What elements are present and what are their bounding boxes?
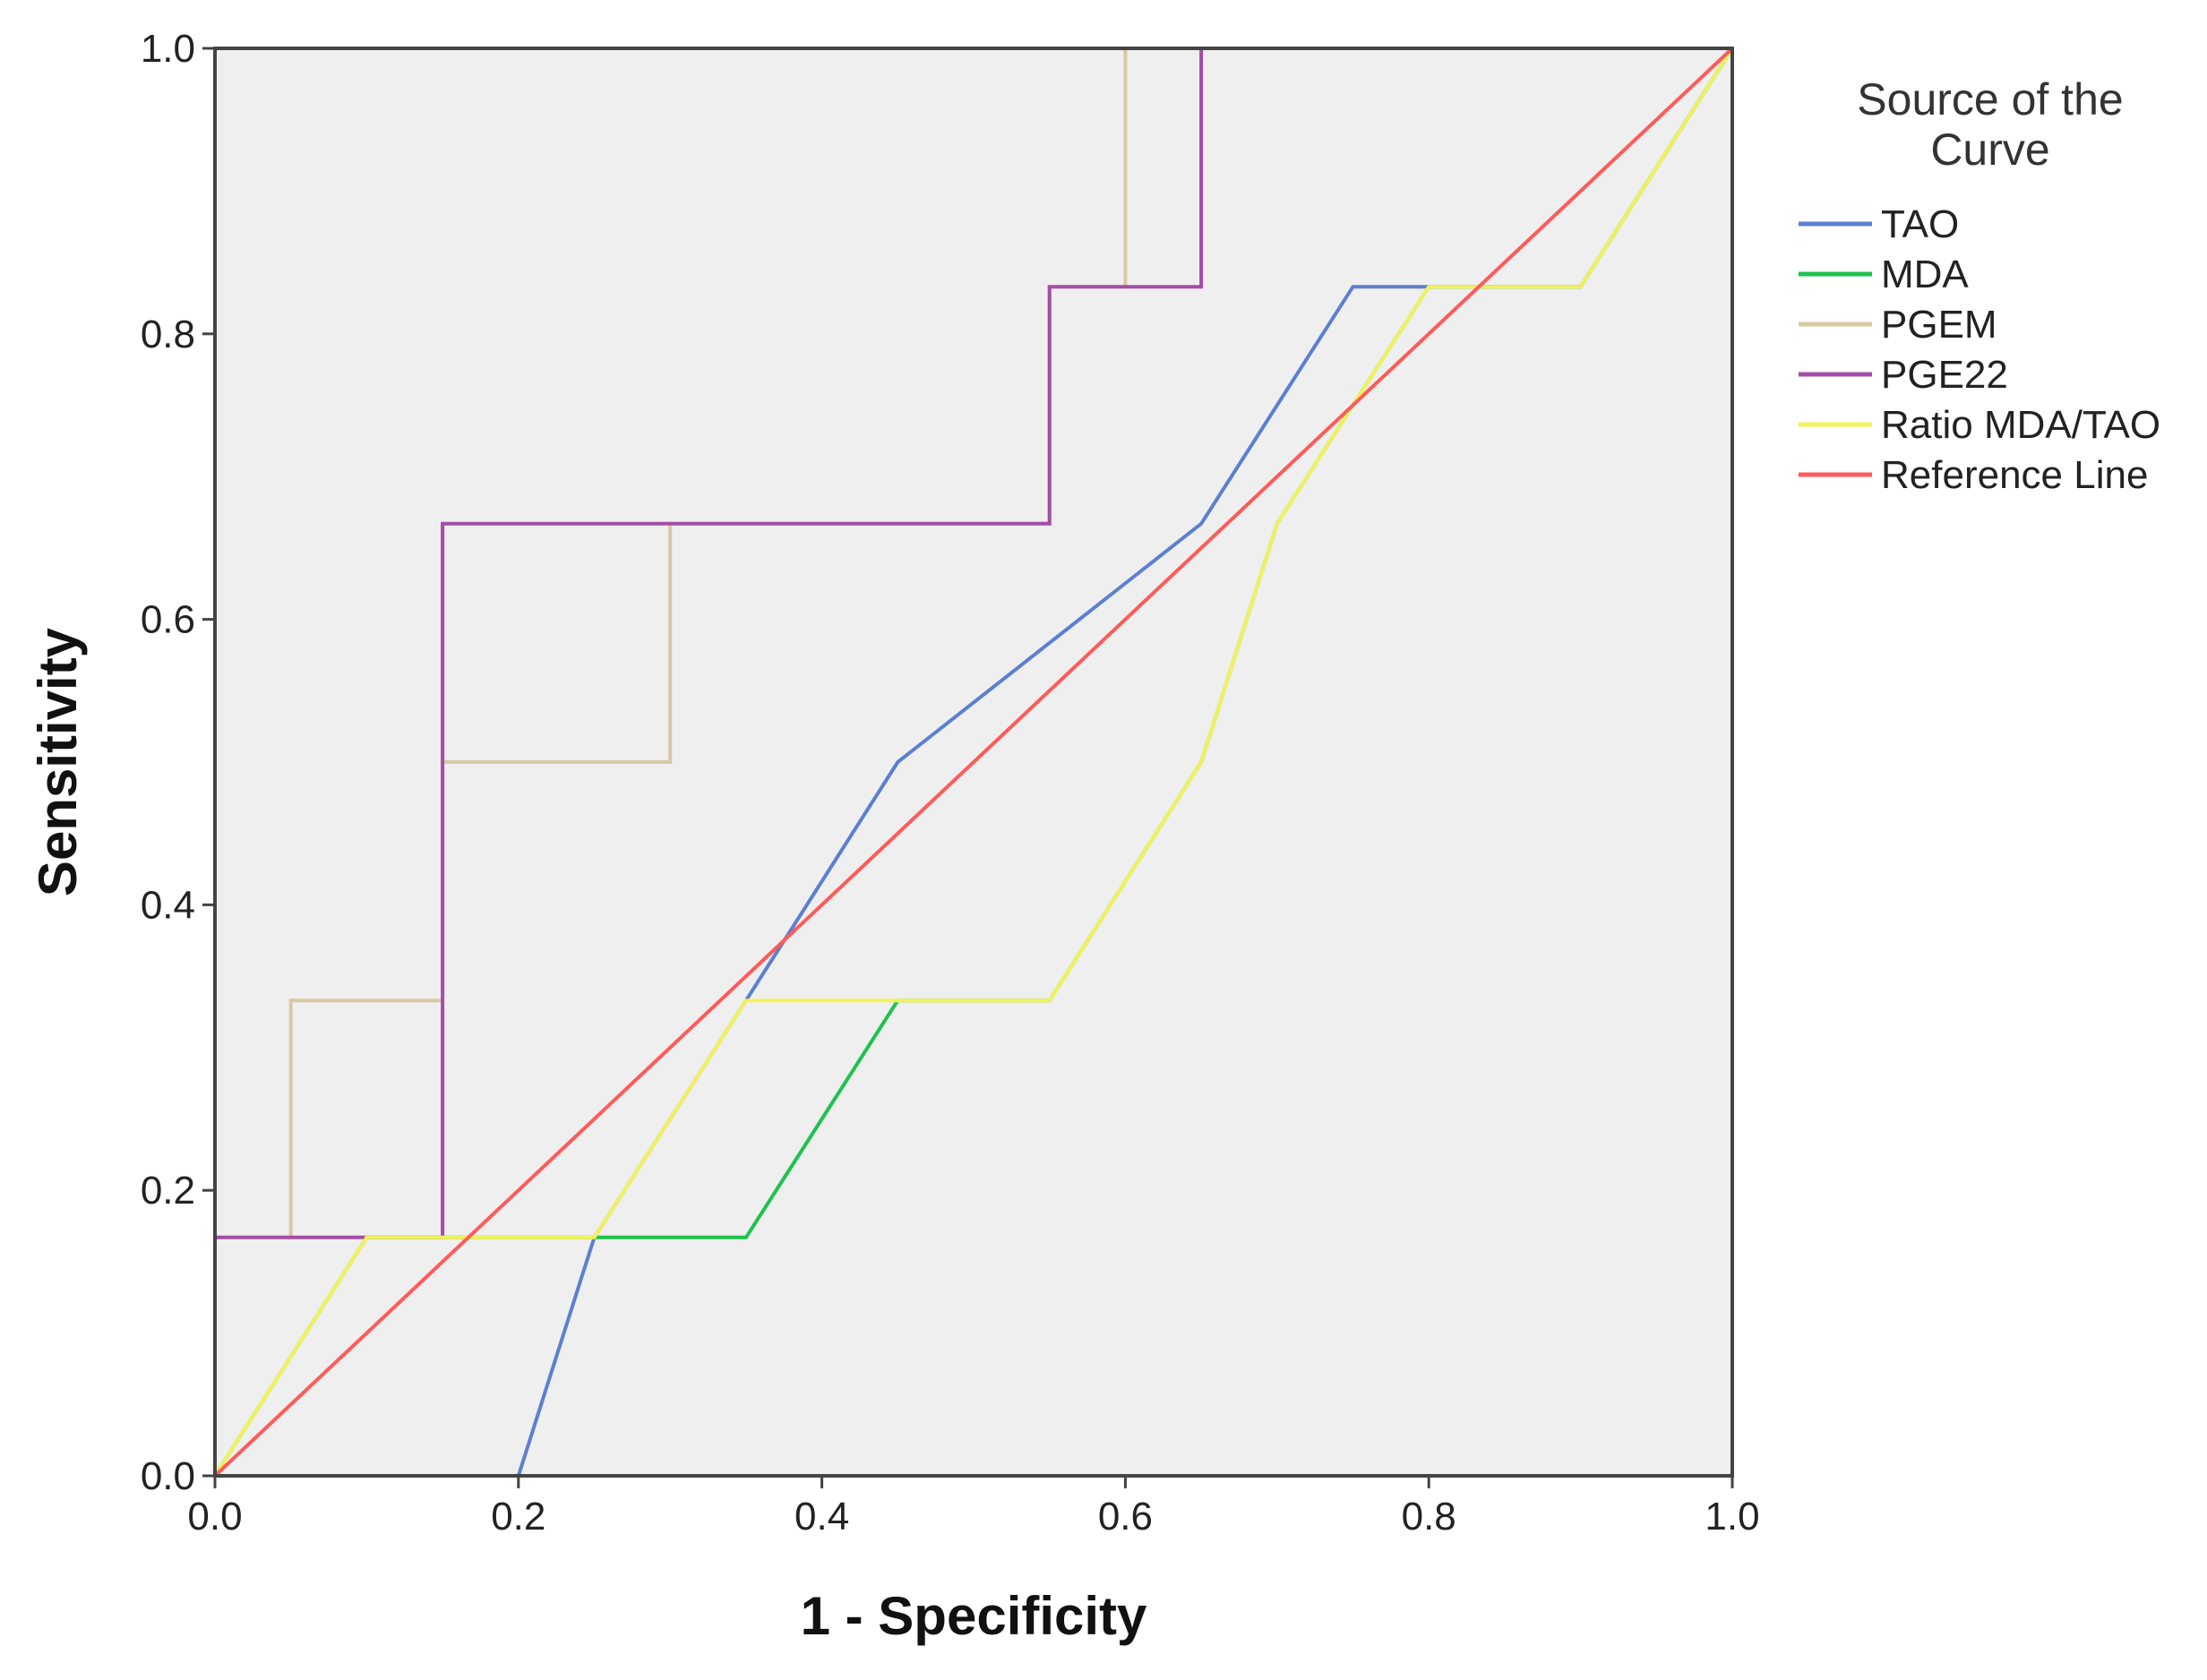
y-tick-label: 0.8: [141, 313, 195, 356]
x-tick-label: 0.0: [187, 1495, 242, 1539]
y-axis-label: Sensitivity: [28, 627, 88, 896]
legend-label: MDA: [1881, 253, 1969, 296]
series-line-3: [213, 47, 1732, 1476]
legend-label: PGEM: [1881, 303, 1997, 347]
y-tick-label: 0.4: [141, 883, 195, 927]
x-tick-label: 0.2: [491, 1495, 545, 1539]
y-axis: 0.0 0.2 0.4 0.6 0.8 1.0: [141, 27, 215, 1498]
y-tick-label: 0.6: [141, 598, 195, 642]
y-tick-label: 1.0: [141, 27, 195, 71]
x-tick-label: 1.0: [1705, 1495, 1759, 1539]
legend-title-line-2: Curve: [1930, 124, 2049, 175]
x-tick-label: 0.6: [1098, 1495, 1153, 1539]
series-line-5: [213, 47, 1734, 1478]
x-tick-label: 0.4: [794, 1495, 849, 1539]
y-tick-label: 0.0: [141, 1454, 195, 1498]
x-axis-label: 1 - Specificity: [801, 1586, 1147, 1646]
legend-title-line-1: Source of the: [1857, 74, 2123, 124]
legend: Source of the Curve TAO MDA PGEM PGE22 Ratio…: [1799, 74, 2160, 497]
x-axis: 0.0 0.2 0.4 0.6 0.8 1.0: [187, 1476, 1760, 1539]
legend-label: Reference Line: [1881, 453, 2148, 497]
legend-label: Ratio MDA/TAO: [1881, 403, 2160, 447]
legend-label: TAO: [1881, 202, 1959, 246]
legend-label: PGE22: [1881, 353, 2008, 397]
y-tick-label: 0.2: [141, 1169, 195, 1213]
legend-items: TAO MDA PGEM PGE22 Ratio MDA/TAO Reference Li…: [1799, 202, 2160, 497]
series-line-4: [213, 47, 1734, 1478]
series-layer: [213, 47, 1734, 1478]
x-tick-label: 0.8: [1402, 1495, 1456, 1539]
plot-area-frame: [213, 47, 1734, 1478]
